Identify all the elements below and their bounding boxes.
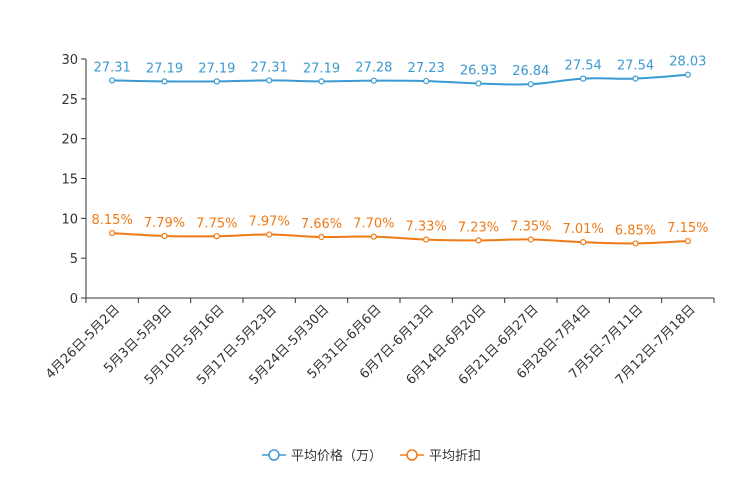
data-label: 26.93: [460, 63, 497, 78]
data-point: [684, 237, 691, 245]
y-tick-label: 30: [61, 53, 78, 68]
data-point: [527, 81, 534, 88]
data-point: [266, 77, 273, 84]
data-point: [109, 229, 116, 237]
data-point: [370, 233, 377, 240]
data-label: 27.19: [303, 61, 340, 76]
data-label: 27.54: [565, 59, 602, 74]
data-label: 7.23%: [458, 220, 499, 235]
legend-marker-icon: [406, 449, 418, 461]
data-label: 8.15%: [92, 213, 133, 228]
data-label: 27.23: [408, 61, 445, 76]
data-point: [213, 233, 220, 240]
data-label: 27.54: [617, 59, 654, 74]
data-point: [318, 78, 325, 85]
data-point: [527, 236, 534, 243]
series-1: 27.31 27.19 27.19 27.31 27.19 27.28 27.23 26.93…: [94, 55, 706, 88]
data-point: [632, 75, 639, 82]
legend: 平均价格（万） 平均折扣: [262, 448, 481, 464]
data-label: 7.35%: [510, 219, 551, 234]
y-tick-label: 20: [61, 133, 78, 148]
legend-item-2[interactable]: 平均折扣: [400, 449, 481, 464]
data-label: 7.75%: [196, 216, 237, 231]
data-label: 7.66%: [301, 217, 342, 232]
data-label: 27.31: [94, 60, 131, 75]
data-point: [475, 80, 482, 87]
legend-label: 平均价格（万）: [291, 448, 382, 464]
data-label: 26.84: [512, 64, 549, 79]
data-point: [266, 231, 273, 238]
series-line: [112, 73, 688, 86]
legend-marker-icon: [268, 449, 280, 461]
data-label: 7.70%: [353, 217, 394, 232]
data-point: [475, 237, 482, 244]
series-layer: 27.31 27.19 27.19 27.31 27.19 27.28 27.23 26.93…: [92, 55, 708, 247]
data-label: 28.03: [669, 55, 706, 70]
data-label: 27.31: [251, 60, 288, 75]
data-point: [423, 77, 430, 85]
data-label: 7.15%: [667, 221, 708, 236]
y-tick-label: 25: [61, 93, 78, 108]
legend-item-1[interactable]: 平均价格（万）: [262, 448, 382, 464]
data-label: 6.85%: [615, 223, 656, 238]
data-point: [318, 233, 325, 241]
data-point: [109, 77, 116, 84]
series-2: 8.15% 7.79% 7.75% 7.97% 7.66% 7.70% 7.33% 7.23%…: [92, 213, 708, 247]
data-label: 27.19: [146, 61, 183, 76]
data-point: [213, 78, 220, 85]
y-tick-label: 15: [61, 173, 78, 188]
legend-label: 平均折扣: [429, 449, 481, 464]
y-tick-label: 0: [70, 292, 78, 307]
data-point: [580, 239, 587, 246]
data-point: [161, 232, 168, 240]
data-point: [632, 240, 639, 247]
data-label: 7.79%: [144, 216, 185, 231]
series-line: [112, 232, 688, 245]
data-point: [684, 71, 691, 78]
data-point: [370, 77, 377, 84]
data-label: 27.19: [198, 61, 235, 76]
y-tick-label: 5: [70, 252, 78, 267]
data-label: 27.28: [355, 61, 392, 76]
data-label: 7.97%: [249, 215, 290, 230]
data-label: 7.33%: [406, 220, 447, 235]
data-point: [580, 75, 587, 82]
data-point: [161, 78, 168, 85]
data-label: 7.01%: [563, 222, 604, 237]
y-tick-label: 10: [61, 212, 78, 227]
data-point: [423, 236, 430, 243]
